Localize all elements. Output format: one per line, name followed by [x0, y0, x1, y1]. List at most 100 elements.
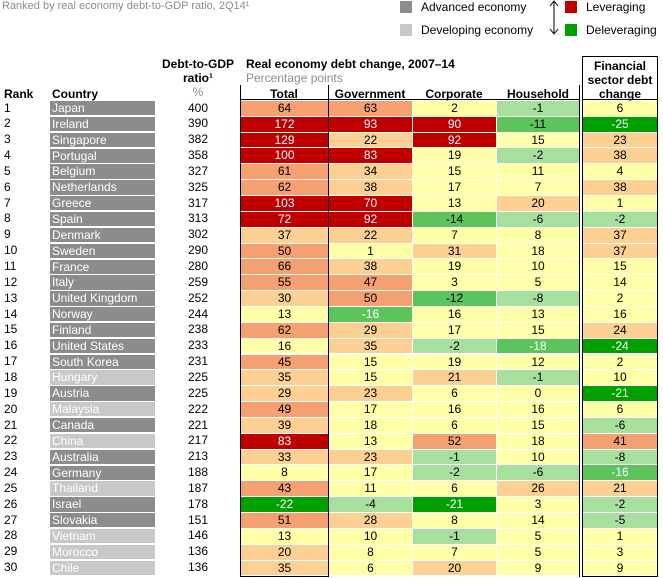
total-cell: 50 — [241, 243, 328, 259]
corporate-cell: 19 — [413, 354, 496, 370]
rank-cell: 27 — [4, 512, 18, 527]
government-header: Government — [334, 87, 406, 101]
total-cell: 13 — [241, 528, 328, 544]
ratio-cell: 178 — [187, 496, 209, 511]
country-cell: China — [50, 433, 155, 449]
fin-change-cell: 6 — [583, 402, 657, 417]
household-cell: 15 — [497, 417, 579, 433]
ratio-cell: 390 — [187, 116, 209, 131]
total-cell: 129 — [241, 132, 328, 148]
rank-cell: 15 — [4, 322, 18, 337]
corporate-cell: -2 — [413, 338, 496, 354]
household-right-border — [579, 85, 580, 577]
fin-change-cell: -24 — [583, 338, 657, 354]
rank-cell: 25 — [4, 480, 18, 495]
fin-change-cell: 2 — [583, 291, 657, 306]
government-cell: 1 — [329, 243, 412, 259]
country-cell: Sweden — [50, 243, 155, 258]
fin-change-cell: 1 — [583, 528, 657, 544]
ratio-cell: 252 — [187, 290, 209, 305]
total-cell: 8 — [241, 465, 328, 481]
rank-cell: 17 — [4, 354, 18, 369]
household-cell: 10 — [497, 449, 579, 465]
fin-change-cell: 4 — [583, 164, 657, 180]
fin-change-cell: 24 — [583, 322, 657, 338]
fin-change-cell: -6 — [583, 417, 657, 433]
corporate-cell: -21 — [413, 497, 496, 512]
household-cell: 20 — [497, 196, 579, 211]
household-cell: -11 — [497, 116, 579, 132]
fin-change-cell: 37 — [583, 243, 657, 259]
corporate-cell: 19 — [413, 259, 496, 275]
household-cell: 26 — [497, 481, 579, 497]
ratio-cell: 358 — [187, 148, 209, 163]
government-cell: 13 — [329, 433, 412, 449]
total-cell: 33 — [241, 449, 328, 465]
rank-header: Rank — [4, 87, 34, 101]
rank-cell: 28 — [4, 528, 18, 543]
government-cell: 47 — [329, 275, 412, 291]
household-cell: -1 — [497, 370, 579, 386]
country-cell: South Korea — [50, 354, 155, 369]
change-title: Real economy debt change, 2007–14 — [246, 57, 455, 71]
country-cell: Australia — [50, 449, 155, 465]
corporate-cell: 92 — [413, 132, 496, 148]
household-cell: -6 — [497, 465, 579, 481]
total-cell: 30 — [241, 291, 328, 306]
fin-change-cell: 16 — [583, 306, 657, 322]
corporate-cell: 16 — [413, 306, 496, 322]
total-cell: 29 — [241, 386, 328, 402]
ratio-cell: 290 — [187, 243, 209, 258]
corporate-cell: 20 — [413, 560, 496, 576]
country-cell: Chile — [50, 560, 155, 575]
total-right-border — [328, 85, 329, 577]
deleveraging-legend-label: Deleveraging — [586, 23, 657, 37]
household-cell: 0 — [497, 386, 579, 402]
fin-change-cell: 14 — [583, 275, 657, 291]
total-cell: 62 — [241, 180, 328, 195]
total-header: Total — [270, 87, 298, 101]
country-cell: Finland — [50, 322, 155, 338]
country-cell: Ireland — [50, 116, 155, 132]
total-cell: 62 — [241, 322, 328, 338]
country-cell: Vietnam — [50, 528, 155, 544]
rank-cell: 20 — [4, 401, 18, 416]
rank-cell: 11 — [4, 259, 17, 273]
rank-cell: 18 — [4, 369, 18, 384]
ratio-cell: 259 — [187, 274, 209, 289]
household-header: Household — [507, 87, 569, 101]
household-cell: 16 — [497, 402, 579, 417]
corporate-cell: 19 — [413, 148, 496, 164]
ratio-cell: 188 — [187, 465, 209, 480]
government-cell: 15 — [329, 370, 412, 386]
total-cell: 72 — [241, 211, 328, 227]
household-cell: 8 — [497, 227, 579, 243]
fin-change-cell: -16 — [583, 465, 657, 481]
total-cell: 103 — [241, 196, 328, 211]
ratio-header-line1: Debt-to-GDP — [162, 57, 234, 71]
government-cell: 70 — [329, 196, 412, 211]
household-cell: -1 — [497, 100, 579, 116]
country-cell: Israel — [50, 497, 155, 512]
total-cell: 66 — [241, 259, 328, 275]
rank-cell: 3 — [4, 132, 11, 147]
change-unit: Percentage points — [246, 71, 343, 85]
ratio-unit: % — [192, 85, 204, 99]
total-cell: 39 — [241, 417, 328, 433]
total-cell: -22 — [241, 497, 328, 512]
rank-cell: 13 — [4, 290, 18, 305]
country-cell: Canada — [50, 418, 155, 433]
total-cell: 61 — [241, 164, 328, 180]
advanced-legend-swatch — [400, 1, 412, 13]
total-cell: 43 — [241, 481, 328, 497]
country-cell: United Kingdom — [50, 291, 155, 306]
ratio-cell: 233 — [187, 338, 209, 353]
government-cell: -16 — [329, 306, 412, 322]
ratio-cell: 151 — [187, 512, 209, 527]
country-cell: United States — [50, 338, 155, 354]
corporate-cell: 3 — [413, 275, 496, 291]
rank-cell: 10 — [4, 243, 18, 258]
corporate-cell: 7 — [413, 544, 496, 560]
ratio-cell: 327 — [187, 163, 209, 178]
fin-change-cell: -21 — [583, 386, 657, 402]
